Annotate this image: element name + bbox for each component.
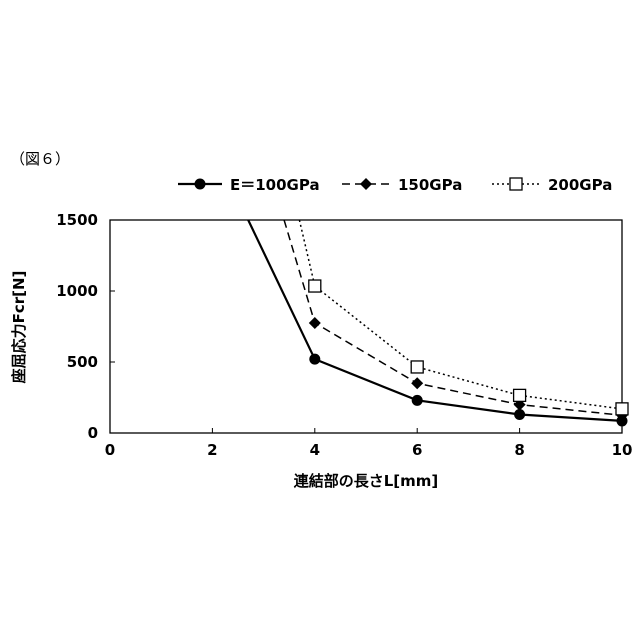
data-point-series-0 bbox=[514, 409, 526, 421]
data-point-series-2 bbox=[615, 402, 629, 416]
y-axis-title: 座屈応力Fcr[N] bbox=[10, 271, 28, 385]
data-point-series-0 bbox=[309, 353, 321, 365]
series-lines bbox=[247, 220, 622, 422]
data-point-series-2 bbox=[308, 279, 322, 293]
y-tick-label: 1000 bbox=[56, 282, 98, 300]
x-tick-label: 4 bbox=[310, 441, 320, 459]
x-tick-label: 8 bbox=[514, 441, 524, 459]
data-point-series-2 bbox=[410, 360, 424, 374]
legend: E＝100GPa 150GPa 200GPa bbox=[178, 176, 612, 194]
legend-marker-2 bbox=[509, 177, 523, 191]
x-axis-title: 連結部の長さL[mm] bbox=[294, 472, 439, 490]
series-line-1 bbox=[283, 220, 622, 417]
data-point-series-2 bbox=[512, 388, 527, 403]
legend-marker-1 bbox=[360, 178, 372, 190]
legend-label-2: 200GPa bbox=[548, 176, 612, 194]
figure-label: （図６） bbox=[10, 150, 71, 168]
data-point-series-0 bbox=[411, 394, 423, 406]
plot-area-frame bbox=[109, 219, 623, 434]
x-tick-label: 2 bbox=[207, 441, 217, 459]
legend-label-0: E＝100GPa bbox=[230, 176, 320, 194]
y-tick-label: 500 bbox=[67, 353, 98, 371]
y-tick-label: 1500 bbox=[56, 211, 98, 229]
y-tick-label: 0 bbox=[88, 424, 98, 442]
series-markers bbox=[308, 279, 629, 427]
legend-label-1: 150GPa bbox=[398, 176, 462, 194]
series-line-2 bbox=[298, 220, 622, 410]
data-point-series-1 bbox=[411, 377, 424, 390]
x-tick-label: 0 bbox=[105, 441, 115, 459]
x-tick-label: 6 bbox=[412, 441, 422, 459]
axis-ticks: 0 2 4 6 8 10 0 500 1000 1500 bbox=[56, 211, 632, 459]
legend-marker-0 bbox=[194, 178, 206, 190]
x-tick-label: 10 bbox=[612, 441, 633, 459]
data-point-series-1 bbox=[308, 316, 321, 329]
series-line-0 bbox=[247, 220, 622, 422]
